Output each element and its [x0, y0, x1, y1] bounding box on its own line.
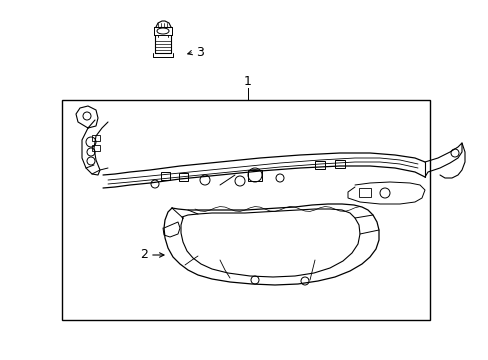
Bar: [92, 145, 100, 151]
Bar: [314, 161, 325, 169]
Bar: [247, 170, 262, 180]
Text: 3: 3: [196, 45, 203, 59]
Text: 2: 2: [140, 248, 148, 261]
Text: 1: 1: [244, 75, 251, 88]
Bar: [62, 100, 429, 320]
Bar: [178, 173, 187, 181]
Bar: [334, 160, 345, 168]
Bar: [92, 135, 100, 141]
Bar: [160, 172, 169, 180]
Bar: [358, 188, 370, 197]
